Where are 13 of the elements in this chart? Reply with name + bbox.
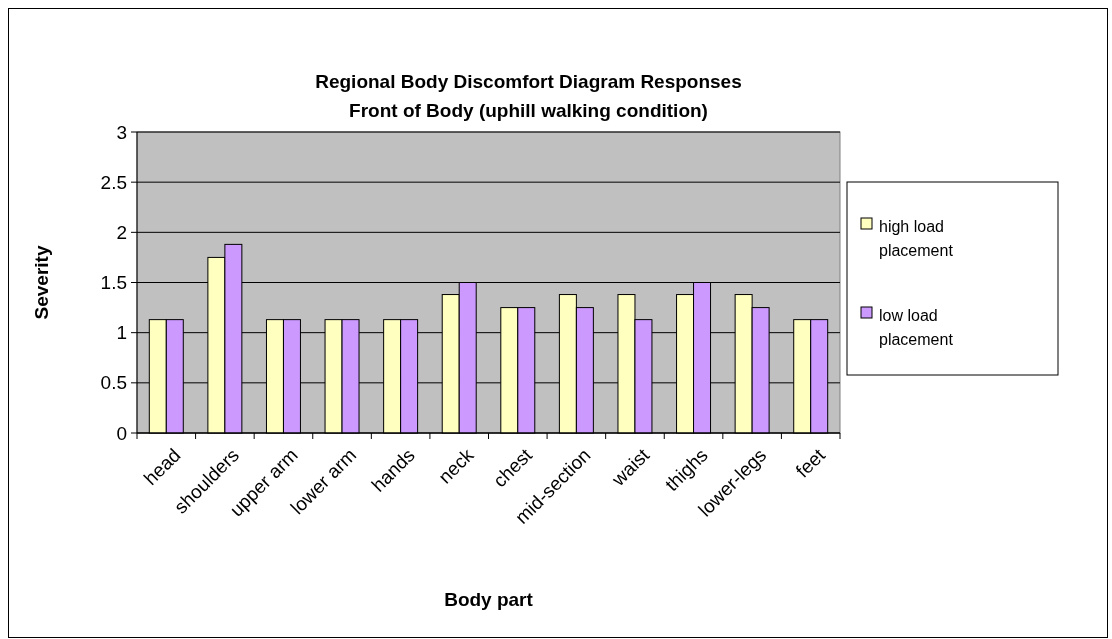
chart-title: Regional Body Discomfort Diagram Responses Front of Body (uphill walking condition) (315, 71, 742, 121)
y-tick-label: 1.5 (100, 272, 127, 294)
y-tick-label: 2 (116, 221, 127, 243)
x-tick-label: feet (791, 443, 830, 482)
y-tick-label: 1 (116, 322, 127, 344)
x-axis-title: Body part (444, 589, 534, 610)
legend-label: high load placement (879, 217, 954, 259)
y-tick-label: 2.5 (100, 171, 127, 193)
y-axis-title: Severity (31, 245, 52, 320)
y-tick-label: 0 (116, 422, 127, 444)
y-tick-label: 3 (116, 121, 127, 143)
y-tick-label: 0.5 (100, 372, 127, 394)
legend-label: low load placement (879, 306, 954, 348)
